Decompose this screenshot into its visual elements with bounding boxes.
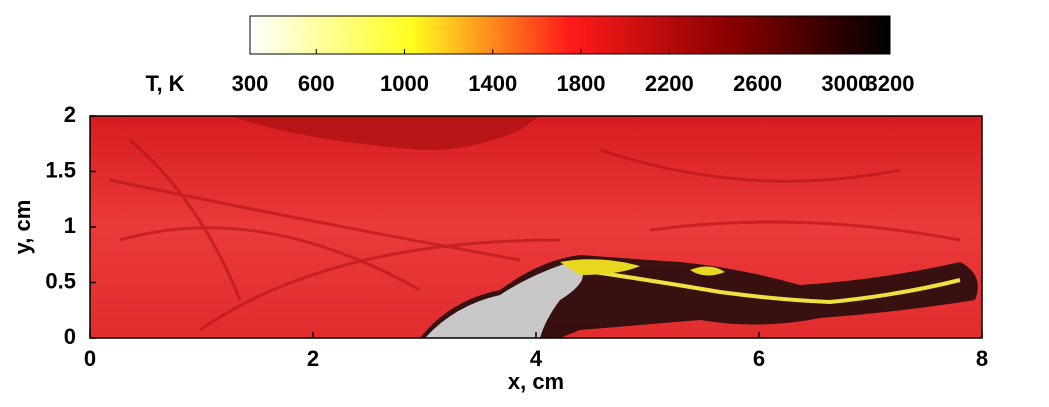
dark-region — [230, 116, 540, 151]
colorbar-tick-label: 1800 — [557, 71, 606, 96]
colorbar-tick-label: 2600 — [733, 71, 782, 96]
y-axis-label: y, cm — [10, 200, 35, 255]
x-axis-label: x, cm — [508, 369, 564, 394]
cold-region — [425, 262, 583, 338]
y-tick-label: 1.5 — [45, 157, 76, 182]
colorbar-tick-label: 600 — [298, 71, 335, 96]
y-tick-label: 0.5 — [45, 268, 76, 293]
y-tick-label: 2 — [64, 102, 76, 127]
temperature-field — [90, 116, 982, 338]
y-tick-label: 1 — [64, 213, 76, 238]
wave-streaks — [109, 138, 961, 332]
x-tick-label: 4 — [530, 346, 543, 371]
y-tick-label: 0 — [64, 324, 76, 349]
colorbar-tick-label: 3000 — [821, 71, 870, 96]
x-tick-label: 0 — [84, 346, 96, 371]
colorbar-tick-label: 300 — [232, 71, 269, 96]
colorbar-tick-label: 2200 — [645, 71, 694, 96]
colorbar-tick-label: 1400 — [468, 71, 517, 96]
x-tick-label: 6 — [753, 346, 765, 371]
colorbar-label: T, K — [145, 71, 184, 96]
colorbar-tick-label: 3200 — [866, 71, 915, 96]
flame-front — [579, 268, 961, 305]
flame-pockets — [560, 259, 725, 276]
colorbar-tick-label: 1000 — [380, 71, 429, 96]
x-tick-label: 8 — [976, 346, 988, 371]
colorbar — [249, 15, 891, 55]
x-tick-label: 2 — [307, 346, 319, 371]
